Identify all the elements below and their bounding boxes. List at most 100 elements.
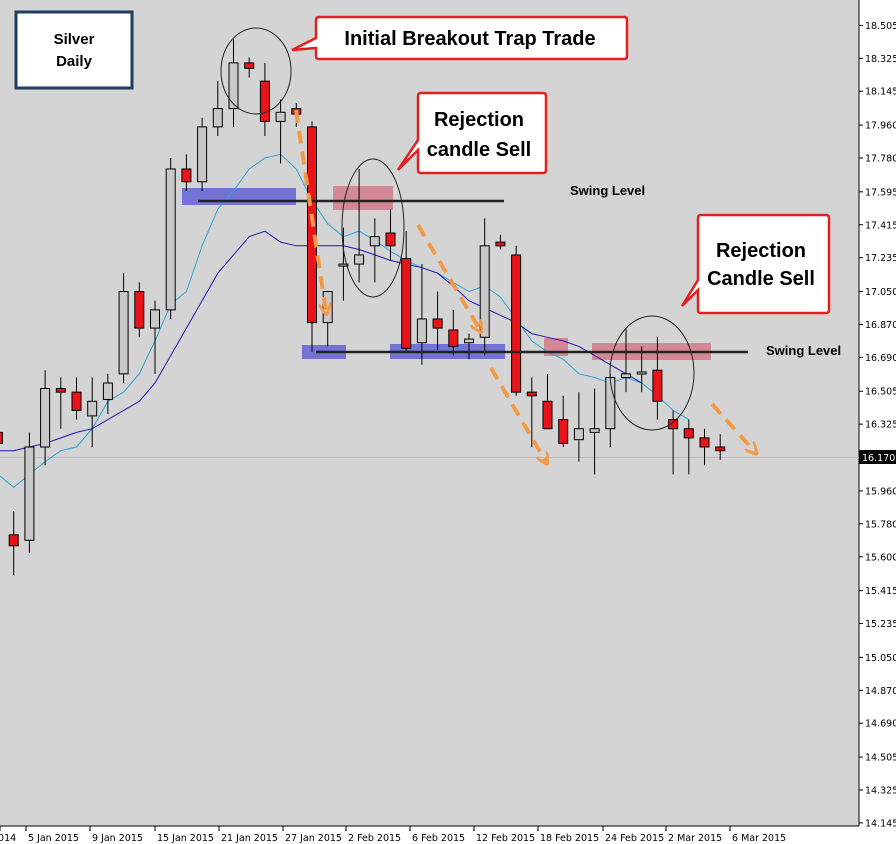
x-tick-label: 6 Mar 2015	[732, 833, 786, 844]
candle-12	[181, 154, 192, 191]
symbol-name: Silver	[54, 31, 95, 48]
bearish-candle-body	[8, 534, 19, 547]
callout-rejection-2-line2: Candle Sell	[707, 268, 815, 290]
bearish-candle-body	[668, 419, 679, 430]
y-tick-label: 14.505	[865, 753, 896, 764]
candle-28	[432, 291, 443, 351]
y-tick-label: 15.960	[865, 486, 896, 497]
bearish-candle-body	[511, 254, 522, 393]
candle-9	[134, 282, 145, 338]
bearish-candle-body	[699, 437, 710, 448]
y-tick-label: 17.050	[865, 287, 896, 298]
bullish-candle-body	[464, 338, 474, 344]
x-tick-label: 2 Mar 2015	[668, 833, 722, 844]
bullish-candle-body	[150, 309, 160, 329]
candle-37	[573, 392, 584, 462]
price-axis-panel	[859, 0, 896, 844]
x-tick-label: 5 Jan 2015	[28, 833, 79, 844]
candle-15	[228, 39, 239, 127]
candle-14	[212, 81, 223, 137]
candle-22	[338, 227, 349, 301]
y-tick-label: 17.595	[865, 187, 896, 198]
candle-45	[699, 428, 710, 466]
bearish-candle-body	[526, 391, 537, 397]
slow-moving-average	[0, 230, 642, 452]
swing-level-label-1: Swing Level	[570, 183, 645, 198]
y-tick-label: 15.235	[865, 619, 896, 630]
y-tick-label: 16.325	[865, 420, 896, 431]
candle-38	[589, 388, 600, 475]
y-tick-label: 16.505	[865, 387, 896, 398]
y-tick-label: 14.325	[865, 785, 896, 796]
current-price-value: 16.170	[862, 453, 895, 464]
bullish-candle-body	[573, 428, 584, 441]
candle-7	[102, 373, 113, 415]
arrow-4	[710, 402, 755, 452]
candle-34	[526, 377, 537, 448]
current-price-badge	[859, 450, 896, 464]
candle-23	[354, 168, 365, 283]
bearish-candle-body	[683, 428, 694, 439]
y-tick-label: 18.505	[865, 21, 896, 32]
y-tick-label: 15.780	[865, 519, 896, 530]
bearish-candle-body	[244, 62, 255, 69]
bearish-candle-body	[259, 80, 270, 122]
x-tick-label: 24 Feb 2015	[605, 833, 664, 844]
candle-5	[71, 377, 82, 420]
bullish-candle-body	[354, 254, 365, 265]
candle-32	[495, 234, 506, 250]
bearish-candle-body	[385, 232, 396, 247]
x-tick-label: 9 Jan 2015	[92, 833, 143, 844]
candle-8	[118, 273, 129, 383]
candle-16	[244, 57, 255, 78]
bearish-candle-body	[542, 400, 553, 430]
bearish-candle-body	[448, 329, 459, 347]
y-tick-label: 15.415	[865, 586, 896, 597]
y-tick-label: 17.960	[865, 121, 896, 132]
candle-6	[87, 377, 98, 448]
bullish-candle-body	[605, 377, 616, 430]
bullish-candle-body	[165, 168, 176, 311]
x-tick-label: 15 Jan 2015	[157, 833, 214, 844]
candle-25	[385, 209, 396, 261]
candle-3	[40, 370, 51, 466]
bearish-candle-body	[181, 168, 192, 183]
candle-31	[479, 218, 490, 356]
x-tick-label: 12 Feb 2015	[476, 833, 535, 844]
candle-27	[416, 264, 427, 365]
callout-breakout-trap-text: Initial Breakout Trap Trade	[344, 28, 595, 50]
swing-level-label-2: Swing Level	[766, 343, 841, 358]
candle-46	[715, 434, 726, 460]
candle-44	[683, 419, 694, 475]
bearish-candle-body	[715, 446, 726, 452]
highlight-ellipse-1	[220, 27, 292, 115]
timeframe-label: Daily	[56, 53, 93, 70]
candle-36	[558, 395, 569, 448]
bullish-candle-body	[87, 400, 98, 417]
bullish-candle-body	[621, 373, 631, 379]
bullish-candle-body	[338, 263, 349, 267]
candle-35	[542, 373, 553, 430]
bullish-candle-body	[636, 371, 647, 375]
resistance-zone-1	[333, 186, 393, 210]
candle-43	[668, 410, 679, 475]
bullish-candle-body	[212, 108, 223, 128]
symbol-box	[14, 10, 134, 90]
candle-1	[8, 511, 19, 576]
bullish-candle-body	[197, 126, 208, 183]
callout-rejection-2-line1: Rejection	[716, 240, 806, 262]
bearish-candle-body	[55, 387, 66, 393]
bearish-candle-body	[652, 369, 663, 402]
candle-17	[259, 62, 270, 137]
bullish-candle-body	[228, 62, 239, 110]
y-tick-label: 15.050	[865, 653, 896, 664]
y-tick-label: 17.415	[865, 220, 896, 231]
bearish-candle-body	[495, 241, 506, 247]
candle-4	[55, 377, 66, 429]
y-tick-label: 14.870	[865, 686, 896, 697]
bearish-candle-body	[71, 391, 82, 411]
highlight-ellipse-2	[341, 158, 405, 298]
y-tick-label: 16.870	[865, 320, 896, 331]
bearish-candle-body	[134, 291, 145, 329]
